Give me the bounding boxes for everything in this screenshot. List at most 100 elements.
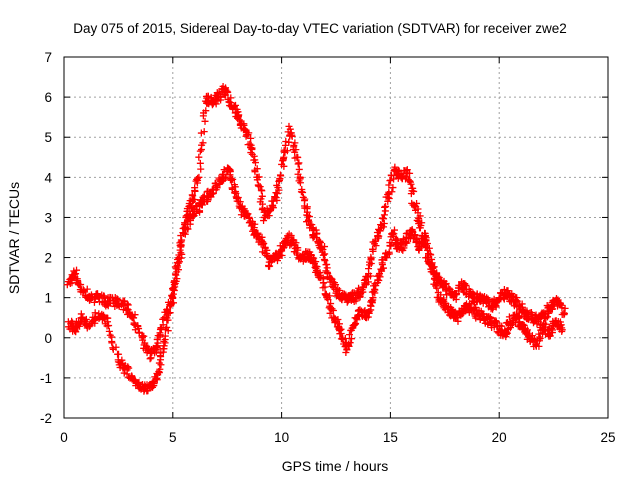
- data-point: [497, 326, 505, 334]
- y-tick-label: 4: [44, 170, 52, 185]
- data-point: [76, 281, 84, 289]
- data-point: [365, 307, 373, 315]
- data-point: [369, 245, 377, 253]
- data-point: [418, 242, 426, 250]
- data-point: [161, 332, 169, 340]
- data-point: [345, 331, 353, 339]
- data-point: [169, 294, 177, 302]
- y-tick-label: 0: [44, 331, 52, 346]
- data-point: [334, 315, 342, 323]
- data-point: [274, 183, 282, 191]
- x-tick-label: 10: [274, 430, 289, 445]
- data-point: [124, 363, 132, 371]
- data-point: [371, 286, 379, 294]
- chart-title: Day 075 of 2015, Sidereal Day-to-day VTE…: [73, 21, 566, 36]
- data-point: [118, 356, 126, 364]
- data-point: [321, 243, 329, 251]
- data-point: [159, 348, 167, 356]
- data-point: [247, 141, 255, 149]
- data-point: [106, 331, 114, 339]
- data-point: [542, 320, 550, 328]
- data-point: [312, 258, 320, 266]
- data-point: [264, 212, 272, 220]
- data-point: [73, 266, 81, 274]
- x-tick-label: 15: [383, 430, 398, 445]
- data-point: [403, 239, 411, 247]
- data-point: [423, 240, 431, 248]
- data-point: [388, 188, 396, 196]
- data-point: [433, 281, 441, 289]
- data-point: [135, 328, 143, 336]
- data-point: [199, 112, 207, 120]
- data-point: [135, 325, 143, 333]
- data-point: [199, 139, 207, 147]
- data-point: [276, 171, 284, 179]
- data-point: [367, 255, 375, 263]
- y-tick-label: 1: [44, 291, 52, 306]
- data-point: [196, 147, 204, 155]
- data-point: [164, 309, 172, 317]
- plot-frame: [63, 56, 609, 419]
- data-point: [352, 297, 360, 305]
- data-point: [321, 257, 329, 265]
- data-point: [505, 313, 513, 321]
- data-point: [221, 174, 229, 182]
- data-point: [175, 258, 183, 266]
- data-point: [290, 143, 298, 151]
- data-point: [200, 128, 208, 136]
- data-point: [452, 291, 460, 299]
- data-point: [305, 213, 313, 221]
- y-tick-label: 5: [44, 130, 52, 145]
- data-point: [222, 173, 230, 181]
- data-point: [406, 177, 414, 185]
- data-point: [407, 180, 415, 188]
- data-point: [167, 302, 175, 310]
- data-point: [418, 219, 426, 227]
- data-series: [63, 82, 569, 395]
- data-point: [431, 270, 439, 278]
- y-tick-label: 7: [44, 50, 52, 65]
- data-point: [341, 335, 349, 343]
- data-point: [432, 282, 440, 290]
- data-point: [366, 272, 374, 280]
- data-point: [312, 267, 320, 275]
- data-point: [259, 238, 267, 246]
- data-point: [500, 294, 508, 302]
- data-point: [115, 350, 123, 358]
- data-point: [177, 249, 185, 257]
- data-point: [201, 117, 209, 125]
- data-point: [135, 378, 143, 386]
- data-point: [228, 176, 236, 184]
- data-point: [226, 168, 234, 176]
- data-point: [251, 220, 259, 228]
- data-point: [280, 162, 288, 170]
- data-point: [251, 168, 259, 176]
- data-point: [255, 173, 263, 181]
- data-point: [140, 332, 148, 340]
- data-point: [380, 223, 388, 231]
- data-point: [172, 277, 180, 285]
- data-point: [556, 300, 564, 308]
- data-point: [164, 316, 172, 324]
- data-point: [112, 343, 120, 351]
- data-point: [323, 294, 331, 302]
- data-point: [189, 192, 197, 200]
- x-tick-label: 5: [169, 430, 177, 445]
- data-point: [292, 239, 300, 247]
- data-point: [193, 203, 201, 211]
- data-point: [365, 265, 373, 273]
- data-point: [244, 131, 252, 139]
- data-point: [387, 242, 395, 250]
- data-point: [422, 236, 430, 244]
- series-2: [64, 164, 566, 395]
- data-point: [72, 270, 80, 278]
- data-point: [108, 338, 116, 346]
- data-point: [195, 173, 203, 181]
- data-point: [548, 305, 556, 313]
- data-point: [294, 154, 302, 162]
- data-point: [172, 271, 180, 279]
- data-point: [385, 250, 393, 258]
- data-point: [254, 231, 262, 239]
- data-point: [207, 93, 215, 101]
- data-point: [412, 239, 420, 247]
